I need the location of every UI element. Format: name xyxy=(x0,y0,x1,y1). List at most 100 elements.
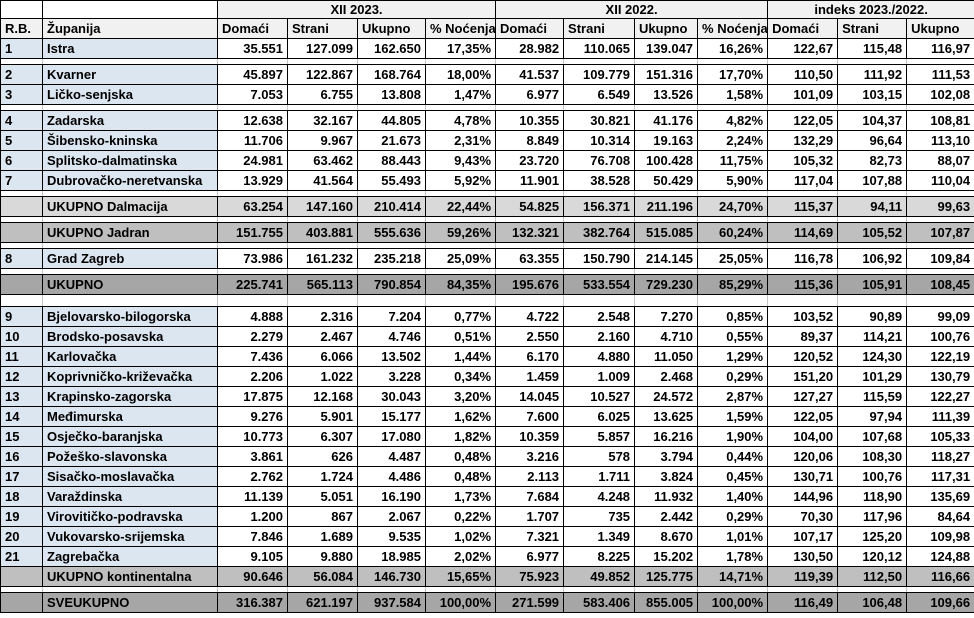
value-cell: 626 xyxy=(287,446,358,467)
row-number-cell: 21 xyxy=(0,546,43,567)
value-cell: 1,82% xyxy=(424,426,497,447)
value-cell: 73.986 xyxy=(217,248,288,269)
value-cell: 210.414 xyxy=(357,196,426,217)
value-cell: 22,44% xyxy=(424,196,497,217)
value-cell: 120,12 xyxy=(837,546,908,567)
value-cell: 4,82% xyxy=(697,110,769,131)
row-number-cell xyxy=(0,566,43,587)
value-cell: 195.676 xyxy=(495,274,565,295)
county-row: 18 Varaždinska 11.139 5.051 16.190 1,73% 7.684… xyxy=(0,486,974,507)
value-cell: 2.206 xyxy=(217,366,288,387)
value-cell: 15,65% xyxy=(424,566,497,587)
value-cell: 122,67 xyxy=(767,38,839,59)
value-cell: 515.085 xyxy=(634,222,699,243)
row-number-cell: 12 xyxy=(0,366,43,387)
value-cell: 111,39 xyxy=(906,406,974,427)
value-cell: 124,30 xyxy=(837,346,908,367)
value-cell: 44.805 xyxy=(357,110,426,131)
value-cell: 7.684 xyxy=(495,486,565,507)
value-cell: 855.005 xyxy=(634,592,699,613)
value-cell: 54.825 xyxy=(495,196,565,217)
value-cell: 107,87 xyxy=(906,222,974,243)
period-2022-header: XII 2022. xyxy=(495,0,769,19)
value-cell: 937.584 xyxy=(357,592,426,613)
county-row: 3 Ličko-senjska 7.053 6.755 13.808 1,47% 6.977… xyxy=(0,84,974,105)
value-cell: 115,37 xyxy=(767,196,839,217)
value-cell: 135,69 xyxy=(906,486,974,507)
column-header-row: R.B. Županija Domaći Strani Ukupno % Noć… xyxy=(0,18,974,39)
period-index-header: indeks 2023./2022. xyxy=(767,0,974,19)
value-cell: 125,20 xyxy=(837,526,908,547)
value-cell: 6.170 xyxy=(495,346,565,367)
total-row: UKUPNO 225.741 565.113 790.854 84,35% 195.676… xyxy=(0,274,974,295)
row-label-cell: Grad Zagreb xyxy=(42,248,218,269)
value-cell: 25,05% xyxy=(697,248,769,269)
value-cell: 9.535 xyxy=(357,526,426,547)
value-cell: 2.316 xyxy=(287,306,358,327)
period-2023-header: XII 2023. xyxy=(216,0,497,19)
value-cell: 105,91 xyxy=(837,274,908,295)
row-number-cell: 17 xyxy=(0,466,43,487)
row-number-cell xyxy=(0,274,43,295)
value-cell: 1.724 xyxy=(287,466,358,487)
value-cell: 3.794 xyxy=(634,446,699,467)
value-cell: 118,27 xyxy=(906,446,974,467)
value-cell: 97,94 xyxy=(837,406,908,427)
value-cell: 0,22% xyxy=(424,506,497,527)
value-cell: 6.307 xyxy=(287,426,358,447)
value-cell: 15.177 xyxy=(357,406,426,427)
value-cell: 214.145 xyxy=(634,248,699,269)
value-cell: 1.349 xyxy=(563,526,636,547)
period-header-row: XII 2023. XII 2022. indeks 2023./2022. xyxy=(0,0,974,19)
row-label-cell: UKUPNO xyxy=(42,274,218,295)
value-cell: 0,29% xyxy=(697,366,769,387)
row-label-cell: Bjelovarsko-bilogorska xyxy=(42,306,218,327)
value-cell: 2.762 xyxy=(217,466,288,487)
col-header-domaci-index: Domaći xyxy=(767,18,839,39)
value-cell: 9.967 xyxy=(287,130,358,151)
value-cell: 118,90 xyxy=(837,486,908,507)
value-cell: 3.861 xyxy=(217,446,288,467)
value-cell: 1.009 xyxy=(563,366,636,387)
spacer-cell xyxy=(906,294,974,307)
value-cell: 94,11 xyxy=(837,196,908,217)
row-number-cell: 16 xyxy=(0,446,43,467)
value-cell: 101,29 xyxy=(837,366,908,387)
value-cell: 162.650 xyxy=(357,38,426,59)
value-cell: 729.230 xyxy=(634,274,699,295)
value-cell: 4.486 xyxy=(357,466,426,487)
value-cell: 7.600 xyxy=(495,406,565,427)
value-cell: 168.764 xyxy=(357,64,426,85)
county-row: 6 Splitsko-dalmatinska 24.981 63.462 88.443 9… xyxy=(0,150,974,171)
value-cell: 9,43% xyxy=(424,150,497,171)
value-cell: 2,02% xyxy=(424,546,497,567)
value-cell: 7.321 xyxy=(495,526,565,547)
value-cell: 1.707 xyxy=(495,506,565,527)
value-cell: 6.066 xyxy=(287,346,358,367)
value-cell: 7.846 xyxy=(217,526,288,547)
spacer-cell xyxy=(217,294,288,307)
row-number-cell: 5 xyxy=(0,130,43,151)
spacer-row xyxy=(0,104,974,111)
spacer-cell xyxy=(495,294,565,307)
col-header-domaci-2023: Domaći xyxy=(217,18,288,39)
value-cell: 132,29 xyxy=(767,130,839,151)
value-cell: 59,26% xyxy=(424,222,497,243)
corner-cell xyxy=(42,0,218,19)
col-header-nocenja-2022: % Noćenja xyxy=(697,18,769,39)
value-cell: 119,39 xyxy=(767,566,839,587)
value-cell: 2.160 xyxy=(563,326,636,347)
value-cell: 144,96 xyxy=(767,486,839,507)
value-cell: 49.852 xyxy=(563,566,636,587)
value-cell: 112,50 xyxy=(837,566,908,587)
value-cell: 17,70% xyxy=(697,64,769,85)
value-cell: 139.047 xyxy=(634,38,699,59)
row-label-cell: Vukovarsko-srijemska xyxy=(42,526,218,547)
row-label-cell: UKUPNO Jadran xyxy=(42,222,218,243)
value-cell: 14.045 xyxy=(495,386,565,407)
value-cell: 109.779 xyxy=(563,64,636,85)
value-cell: 117,04 xyxy=(767,170,839,191)
value-cell: 10.773 xyxy=(217,426,288,447)
